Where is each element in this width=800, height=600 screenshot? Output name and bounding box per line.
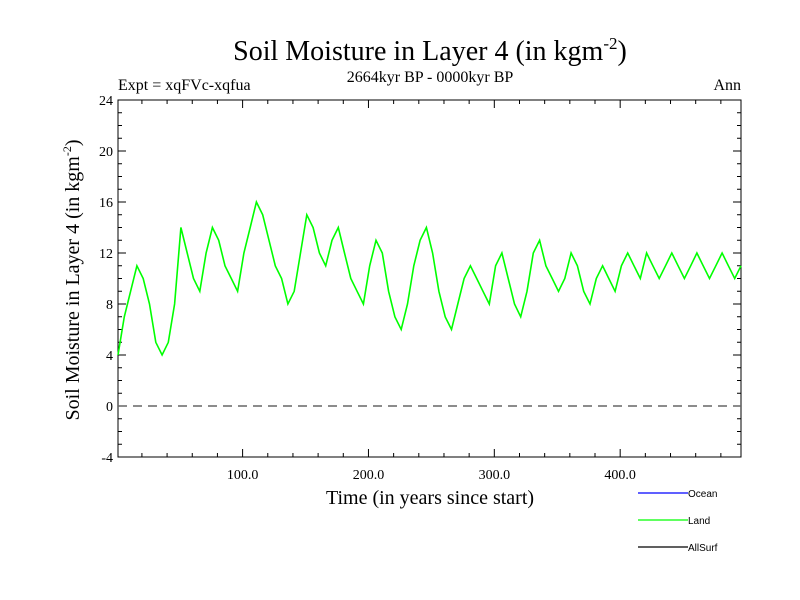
y-tick-label: 4	[106, 349, 113, 364]
experiment-label: Expt = xqFVc-xqfua	[118, 77, 251, 94]
y-tick-label: 24	[99, 94, 113, 109]
y-tick-label: 8	[106, 298, 113, 313]
chart-title: Soil Moisture in Layer 4 (in kgm-2)	[233, 34, 627, 67]
y-tick-label: 20	[99, 145, 113, 160]
x-tick-label: 200.0	[353, 468, 385, 483]
y-axis-ticks: -4 0 4 8 12 16 20 24	[99, 94, 741, 466]
chart-title-superscript: -2	[603, 34, 617, 53]
legend: Ocean Land AllSurf	[638, 489, 718, 554]
y-axis-label-close: )	[62, 139, 84, 146]
y-tick-label: 12	[99, 247, 113, 262]
legend-label-ocean: Ocean	[688, 489, 717, 500]
plot-frame	[117, 99, 742, 458]
x-tick-label: 300.0	[479, 468, 511, 483]
y-tick-label: 0	[106, 400, 113, 415]
x-axis-ticks: 100.0 200.0 300.0 400.0	[141, 100, 722, 483]
chart-title-close: )	[618, 36, 627, 67]
y-axis-label: Soil Moisture in Layer 4 (in kgm-2)	[60, 139, 84, 420]
x-tick-label: 100.0	[227, 468, 259, 483]
x-axis-label: Time (in years since start)	[326, 487, 534, 509]
legend-label-land: Land	[688, 516, 710, 527]
legend-label-allsurf: AllSurf	[688, 543, 718, 554]
y-tick-label: 16	[99, 196, 113, 211]
y-axis-label-superscript: -2	[60, 146, 74, 156]
series-line-land	[117, 199, 742, 357]
x-tick-label: 400.0	[604, 468, 636, 483]
chart-subtitle: 2664kyr BP - 0000kyr BP	[347, 69, 514, 86]
season-label: Ann	[713, 77, 741, 94]
y-tick-label: -4	[101, 451, 113, 466]
